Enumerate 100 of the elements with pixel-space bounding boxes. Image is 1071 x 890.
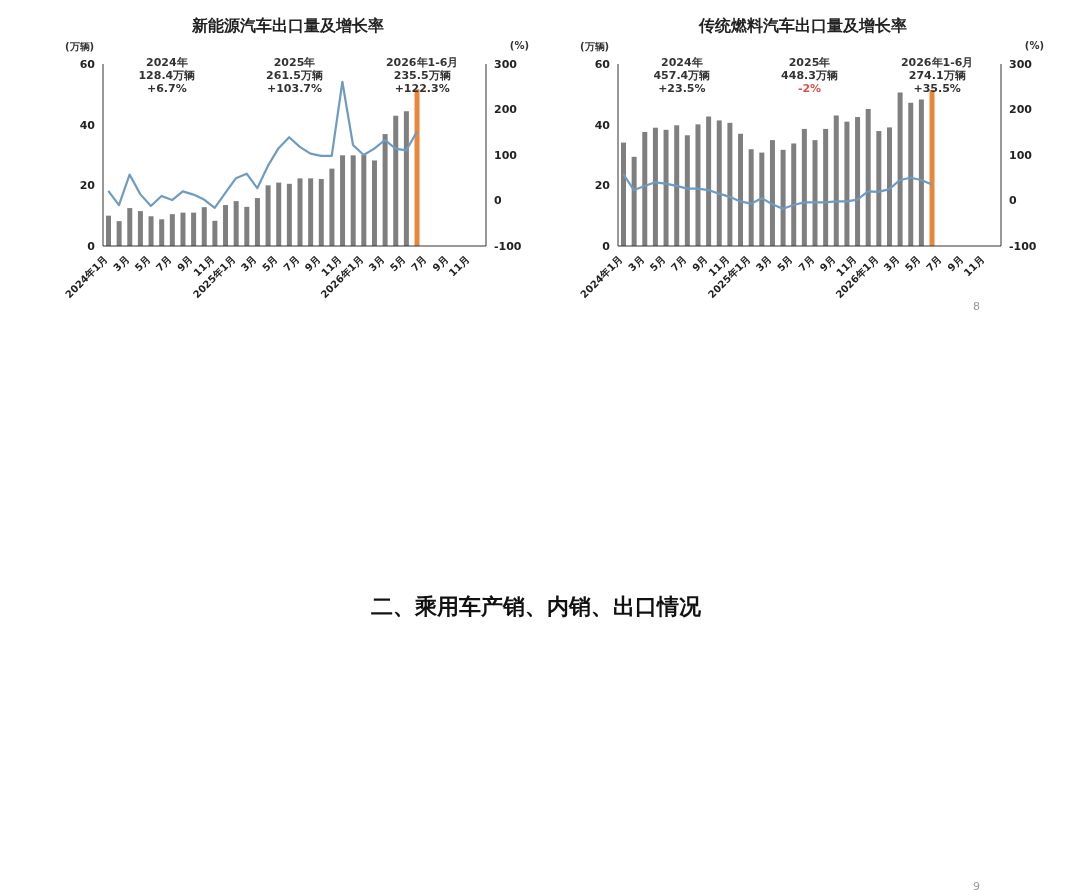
bar	[159, 219, 165, 246]
y-axis-title: (万辆)	[65, 40, 95, 54]
bar	[371, 160, 377, 246]
x-tick-label: 3月	[238, 253, 259, 274]
y-tick-label: 20	[79, 179, 96, 193]
bar	[833, 115, 839, 246]
x-tick-label: 7月	[924, 253, 944, 274]
y-tick-label: 0	[602, 239, 611, 253]
annotation: 2024年 457.4万辆 +23.5%	[652, 56, 712, 95]
y2-tick-label: 0	[494, 194, 502, 208]
text: 9	[973, 880, 980, 890]
bar	[652, 127, 658, 246]
text: 二、乘用车产销、内销、出口情况	[369, 593, 702, 621]
x-tick-label: 5月	[647, 253, 668, 274]
bar	[844, 121, 850, 246]
chart-title: 新能源汽车出口量及增长率	[191, 16, 385, 37]
annotation: 2026年1-6月 274.1万辆 +35.5%	[899, 56, 975, 95]
bar	[823, 128, 829, 246]
bar	[748, 149, 754, 246]
y2-axis-title: (%)	[1024, 40, 1044, 53]
bar	[621, 142, 626, 246]
bar	[382, 134, 388, 246]
bar	[276, 182, 282, 246]
bar	[148, 216, 154, 246]
bar	[716, 120, 722, 246]
bar	[631, 156, 637, 246]
bar	[127, 208, 133, 246]
bar	[738, 133, 744, 246]
bar	[674, 125, 680, 246]
annotation: 2025年 261.5万辆 +103.7%	[265, 56, 324, 95]
y2-tick-label: 200	[494, 103, 518, 117]
bar	[106, 215, 111, 246]
bar	[318, 178, 324, 246]
bar	[265, 185, 271, 246]
y-tick-label: 40	[79, 118, 96, 132]
bar	[350, 155, 356, 246]
x-tick-label: 9月	[175, 253, 195, 274]
y2-tick-label: 200	[1009, 103, 1033, 117]
y2-axis-title: (%)	[509, 40, 529, 53]
bar	[297, 178, 303, 246]
x-tick-label: 5月	[260, 253, 280, 274]
y2-tick-label: -100	[1009, 239, 1037, 253]
bar	[116, 221, 122, 246]
annotation: 2026年1-6月 235.5万辆 +122.3%	[384, 56, 460, 95]
y2-tick-label: -100	[494, 239, 522, 253]
bar	[663, 129, 669, 246]
y2-tick-label: 300	[1009, 57, 1033, 71]
bar	[233, 201, 239, 246]
x-tick-label: 7月	[409, 253, 429, 274]
bar	[642, 131, 648, 246]
chart-title: 传统燃料汽车出口量及增长率	[697, 16, 908, 37]
y-axis-title: (万辆)	[580, 40, 610, 54]
x-tick-label: 5月	[132, 253, 153, 274]
bar	[897, 92, 903, 246]
bar	[169, 214, 175, 246]
bar	[308, 178, 314, 246]
x-tick-label: 3月	[753, 253, 774, 274]
y-tick-label: 60	[594, 57, 611, 71]
y2-tick-label: 300	[494, 57, 518, 71]
bar	[361, 155, 367, 246]
bar	[929, 90, 935, 246]
annotation: 2024年 128.4万辆 +6.7%	[137, 56, 197, 95]
bar	[791, 143, 797, 246]
x-tick-label: 7月	[796, 253, 817, 274]
y-tick-label: 40	[594, 118, 611, 132]
y2-tick-label: 100	[1009, 148, 1033, 162]
bar	[393, 115, 399, 246]
x-tick-label: 5月	[902, 253, 923, 274]
line-series	[622, 173, 933, 210]
x-tick-label: 3月	[881, 253, 902, 274]
x-tick-label: 5月	[387, 253, 408, 274]
bar	[684, 135, 690, 246]
y-tick-label: 20	[594, 179, 611, 193]
bar	[706, 116, 712, 246]
bar	[876, 131, 882, 246]
y2-tick-label: 0	[1009, 194, 1017, 208]
bar	[727, 122, 733, 246]
bar	[886, 127, 892, 246]
bar	[191, 212, 197, 246]
y-tick-label: 0	[87, 239, 96, 253]
y-tick-label: 60	[79, 57, 96, 71]
bar	[918, 99, 924, 246]
bar	[180, 212, 186, 246]
bar	[855, 117, 861, 246]
bar	[254, 198, 260, 246]
bar	[329, 168, 335, 246]
bar	[908, 102, 914, 246]
bar	[865, 108, 871, 246]
x-tick-label: 3月	[626, 253, 647, 274]
y2-tick-label: 100	[494, 148, 518, 162]
bar	[137, 211, 143, 246]
x-tick-label: 3月	[111, 253, 132, 274]
x-tick-label: 7月	[153, 253, 174, 274]
text: 8	[973, 300, 980, 313]
bar	[780, 149, 786, 246]
bar	[201, 207, 207, 246]
x-tick-label: 7月	[668, 253, 689, 274]
bar	[695, 124, 701, 246]
x-tick-label: 3月	[366, 253, 387, 274]
bar	[801, 128, 807, 246]
